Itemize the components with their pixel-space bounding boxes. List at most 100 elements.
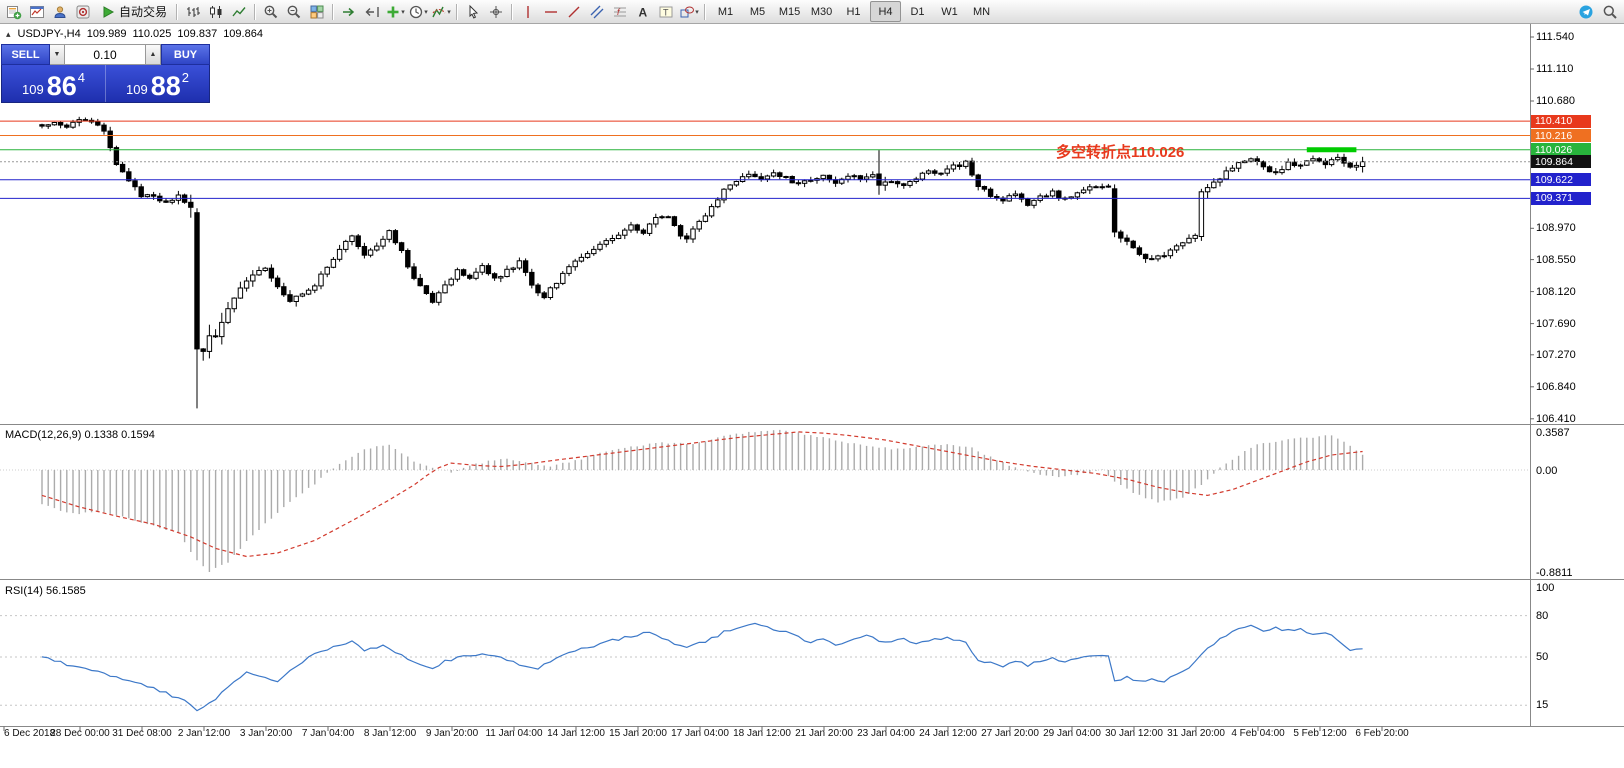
community-button[interactable] <box>1575 2 1597 22</box>
timeframe-d1-button[interactable]: D1 <box>910 5 925 18</box>
line-chart-icon <box>232 6 246 16</box>
cursor-button[interactable] <box>462 2 484 22</box>
tile-windows-icon <box>310 5 324 19</box>
price-tick-label: 111.110 <box>1536 63 1574 75</box>
time-tick-label: 5 Feb 12:00 <box>1293 728 1347 739</box>
price-tick-label: 107.270 <box>1536 348 1576 361</box>
buy-price-display[interactable]: 109 88 2 <box>105 65 209 102</box>
label-button[interactable]: T <box>655 2 677 22</box>
crosshair-button[interactable] <box>485 2 507 22</box>
indicators-icon <box>432 6 446 17</box>
new-order-plus-button[interactable]: ▾ <box>384 2 406 22</box>
time-tick-label: 9 Jan 20:00 <box>425 728 479 739</box>
macd-signal-line <box>41 431 1363 558</box>
buy-button[interactable]: BUY <box>161 44 210 65</box>
channel-button[interactable] <box>586 2 608 22</box>
vertical-line-icon <box>527 5 529 18</box>
sell-button[interactable]: SELL <box>1 44 50 65</box>
chart-shift-icon <box>365 6 379 17</box>
volume-increase-button[interactable]: ▲ <box>146 44 161 65</box>
high-value: 110.025 <box>132 28 172 40</box>
price-tick-label: 111.540 <box>1536 31 1575 43</box>
time-scale[interactable]: 6 Dec 2018 28 Dec 00:00 31 Dec 08:00 2 Jan … <box>0 728 1530 742</box>
zoom-out-button[interactable] <box>283 2 305 22</box>
bar-chart-button[interactable] <box>182 2 204 22</box>
vertical-line-button[interactable] <box>517 2 539 22</box>
search-button[interactable] <box>1599 2 1621 22</box>
period-clock-button[interactable]: ▾ <box>407 2 429 22</box>
time-tick-label: 6 Feb 20:00 <box>1355 728 1409 739</box>
macd-histogram <box>41 429 1364 572</box>
volume-decrease-button[interactable]: ▼ <box>50 44 65 65</box>
toolbar-separator <box>332 3 335 20</box>
tile-windows-button[interactable] <box>306 2 328 22</box>
chevron-down-icon: ▾ <box>401 8 405 16</box>
time-tick-label: 31 Dec 08:00 <box>112 728 172 739</box>
time-tick-label: 6 Dec 2018 <box>4 728 56 739</box>
channel-icon <box>590 5 604 18</box>
crosshair-icon <box>490 5 503 18</box>
time-tick-label: 15 Jan 20:00 <box>609 728 667 739</box>
indicators-button[interactable]: ▾ <box>430 2 452 22</box>
autotrading-button[interactable]: 自动交易 <box>95 2 172 22</box>
community-icon <box>1579 5 1593 18</box>
price-tick-label: 106.410 <box>1536 412 1576 425</box>
text-button[interactable]: A <box>632 2 654 22</box>
price-tick-label: 106.840 <box>1536 380 1576 393</box>
label-icon: T <box>659 6 673 17</box>
timeframe-m15-button[interactable]: M15 <box>778 5 801 18</box>
sell-price-display[interactable]: 109 86 4 <box>2 65 105 102</box>
zoom-in-button[interactable] <box>260 2 282 22</box>
zoom-out-icon <box>287 5 301 18</box>
timeframe-h4-button[interactable]: H4 <box>870 1 902 22</box>
pivot-annotation-text[interactable]: 多空转折点110.026 <box>1056 144 1185 161</box>
timeframe-m30-button[interactable]: M30 <box>810 5 833 18</box>
line-chart-button[interactable] <box>228 2 250 22</box>
new-order-button[interactable] <box>3 2 25 22</box>
bar-chart-icon <box>187 6 201 17</box>
buy-price-pip: 2 <box>181 70 189 85</box>
svg-text:T: T <box>663 7 669 17</box>
price-line-badge: 110.216 <box>1531 129 1591 142</box>
time-tick-label: 27 Jan 20:00 <box>981 728 1039 739</box>
toolbar: 自动交易 ▾ ▾ ▾ f A T ▾ M1 M5 M15 M30 H1 H4 D1 W1 MN <box>0 0 1624 24</box>
fibonacci-button[interactable]: f <box>609 2 631 22</box>
expert-button[interactable] <box>72 2 94 22</box>
horizontal-line-button[interactable] <box>540 2 562 22</box>
chart-shift-button[interactable] <box>361 2 383 22</box>
expert-icon <box>76 5 90 18</box>
trendline-icon <box>568 6 580 17</box>
volume-input[interactable] <box>65 44 146 65</box>
price-line-badge: 110.026 <box>1531 143 1591 157</box>
time-tick-label: 31 Jan 20:00 <box>1167 728 1225 739</box>
toolbar-separator <box>176 3 179 20</box>
price-tick-label: 108.970 <box>1536 222 1576 235</box>
timeframe-m5-button[interactable]: M5 <box>749 5 766 18</box>
candlestick-chart-button[interactable] <box>205 2 227 22</box>
collapse-panel-arrow[interactable]: ▴ <box>6 28 11 39</box>
time-tick-label: 18 Jan 12:00 <box>733 728 791 739</box>
symbol-period-label: USDJPY-,H4 <box>17 28 81 40</box>
time-tick-label: 2 Jan 12:00 <box>177 728 231 739</box>
macd-indicator-label: MACD(12,26,9) 0.1338 0.1594 <box>5 429 155 441</box>
price-scale[interactable]: 111.540 111.110 110.680 108.970 108.550 108.1… <box>1530 0 1624 768</box>
shapes-button[interactable]: ▾ <box>678 2 700 22</box>
trendline-button[interactable] <box>563 2 585 22</box>
timeframe-h1-button[interactable]: H1 <box>846 5 861 18</box>
timeframe-mn-button[interactable]: MN <box>972 5 991 18</box>
toolbar-separator <box>704 3 707 20</box>
auto-scroll-button[interactable] <box>338 2 360 22</box>
open-value: 109.989 <box>86 28 127 40</box>
shapes-icon <box>680 6 695 17</box>
timeframe-w1-button[interactable]: W1 <box>941 5 958 18</box>
chart-window-button[interactable] <box>26 2 48 22</box>
sell-price-small: 109 <box>22 82 44 97</box>
horizontal-line-icon <box>545 10 558 13</box>
time-tick-label: 8 Jan 12:00 <box>363 728 417 739</box>
timeframe-m1-button[interactable]: M1 <box>717 5 734 18</box>
profile-button[interactable] <box>49 2 71 22</box>
time-tick-label: 11 Jan 04:00 <box>485 728 543 739</box>
auto-scroll-icon <box>343 7 355 16</box>
